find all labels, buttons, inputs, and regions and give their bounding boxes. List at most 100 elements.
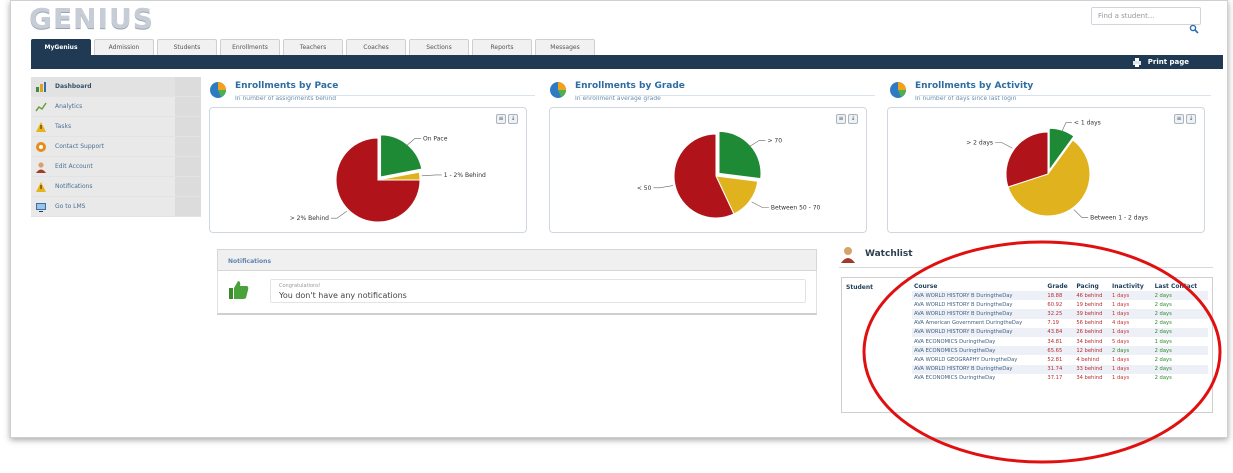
watchlist-table: Course Grade Pacing Inactivity Last Cont… (912, 282, 1208, 383)
column-header-inactivity[interactable]: Inactivity (1112, 283, 1144, 290)
sidebar-item-go-to-lms[interactable]: Go to LMS (31, 197, 201, 217)
sidebar-item-label: Edit Account (55, 163, 93, 170)
sidebar-item-notifications[interactable]: Notifications (31, 177, 201, 197)
pacing-cell: 46 behind (1074, 291, 1111, 301)
notifications-title: Notifications (217, 249, 817, 271)
course-cell[interactable]: AVA WORLD HISTORY B DuringtheDay (912, 309, 1046, 319)
grade-chart-subtitle: In enrollment average grade (575, 95, 661, 102)
grade-cell: 37.17 (1047, 375, 1063, 382)
table-row[interactable]: AVA ECONOMICS DuringtheDay 34.81 34 behi… (912, 337, 1208, 346)
pie-label-70: > 70 (768, 137, 783, 144)
last-contact-cell: 2 days (1152, 364, 1208, 374)
activity-chart-subtitle: In number of days since last login (915, 95, 1017, 102)
sidebar-item-label: Go to LMS (55, 203, 86, 210)
download-chart-icon[interactable]: ↓ (508, 114, 518, 124)
inactivity-cell: 1 days (1112, 301, 1130, 308)
grade-chart: ≡ ↓ > 70 Between 50 - 70 < 50 (549, 107, 867, 233)
table-row[interactable]: AVA American Government DuringtheDay 7.1… (912, 319, 1208, 328)
tab-admission[interactable]: Admission (94, 39, 154, 55)
course-cell[interactable]: AVA ECONOMICS DuringtheDay (914, 338, 996, 345)
support-icon (36, 141, 46, 152)
pie-slice-2-behind[interactable] (335, 137, 421, 223)
notification-message: You don't have any notifications (279, 291, 407, 300)
grade-chart-title: Enrollments by Grade (575, 81, 685, 91)
table-row[interactable]: AVA WORLD HISTORY B DuringtheDay 31.74 3… (912, 364, 1208, 374)
sidebar-item-edit-account[interactable]: Edit Account (31, 157, 201, 177)
search-icon[interactable] (1189, 24, 1199, 34)
course-cell[interactable]: AVA WORLD HISTORY B DuringtheDay (914, 301, 1013, 308)
navigation-bar: Print page (31, 55, 1223, 69)
pie-connector (1061, 122, 1072, 133)
student-search-input[interactable]: Find a student... (1091, 7, 1201, 25)
tab-coaches[interactable]: Coaches (346, 39, 406, 55)
sidebar-column-divider (175, 157, 201, 176)
course-cell[interactable]: AVA WORLD HISTORY B DuringtheDay (912, 364, 1046, 374)
inactivity-cell: 1 days (1110, 327, 1153, 337)
table-row[interactable]: AVA WORLD HISTORY B DuringtheDay 18.88 4… (912, 291, 1208, 301)
course-cell[interactable]: AVA ECONOMICS DuringtheDay (914, 375, 996, 382)
column-header-pacing[interactable]: Pacing (1076, 283, 1099, 290)
pie-connector (405, 138, 421, 147)
grade-cell: 34.81 (1047, 338, 1063, 345)
column-header-last-contact[interactable]: Last Contact (1154, 283, 1198, 290)
pie-label-2-behind: > 2% Behind (290, 215, 329, 222)
pacing-cell: 26 behind (1074, 327, 1111, 337)
pie-connector (995, 141, 1013, 149)
sidebar-column-divider (175, 97, 201, 116)
table-row[interactable]: AVA WORLD HISTORY B DuringtheDay 60.92 1… (912, 300, 1208, 309)
print-chart-icon[interactable]: ≡ (496, 114, 506, 124)
pie-connector (330, 210, 348, 219)
sidebar-item-contact-support[interactable]: Contact Support (31, 137, 201, 157)
sidebar-item-label: Analytics (55, 103, 83, 110)
sidebar-item-analytics[interactable]: Analytics (31, 97, 201, 117)
divider (579, 95, 875, 96)
watchlist-header: Watchlist (839, 245, 913, 263)
tab-enrollments[interactable]: Enrollments (220, 39, 280, 55)
divider (919, 95, 1211, 96)
download-chart-icon[interactable]: ↓ (848, 114, 858, 124)
column-header-grade[interactable]: Grade (1047, 283, 1068, 290)
dashboard-icon (36, 81, 46, 92)
tab-students[interactable]: Students (157, 39, 217, 55)
course-cell[interactable]: AVA WORLD GEOGRAPHY DuringtheDay (914, 356, 1018, 363)
table-row[interactable]: AVA WORLD HISTORY B DuringtheDay 32.25 3… (912, 309, 1208, 319)
tab-mygenius[interactable]: MyGenius (31, 39, 91, 55)
sidebar-item-label: Tasks (55, 123, 72, 130)
notification-heading: Congratulations! (279, 283, 321, 289)
course-cell[interactable]: AVA American Government DuringtheDay (914, 320, 1023, 327)
inactivity-cell: 1 days (1110, 309, 1153, 319)
pie-slice-50[interactable] (673, 133, 735, 219)
pie-slice-2-days[interactable] (1005, 131, 1049, 188)
pie-connector (421, 174, 442, 177)
print-chart-icon[interactable]: ≡ (836, 114, 846, 124)
sidebar-item-dashboard[interactable]: Dashboard (31, 77, 201, 97)
inactivity-cell: 1 days (1110, 291, 1153, 301)
print-page-button[interactable]: Print page (1132, 55, 1189, 69)
course-cell[interactable]: AVA ECONOMICS DuringtheDay (912, 346, 1046, 356)
tab-reports[interactable]: Reports (472, 39, 532, 55)
tab-sections[interactable]: Sections (409, 39, 469, 55)
pace-chart-header: Enrollments by Pace In number of assignm… (209, 81, 338, 102)
pie-slice-on-pace[interactable] (380, 134, 423, 178)
table-row[interactable]: AVA ECONOMICS DuringtheDay 65.65 12 behi… (912, 346, 1208, 356)
course-cell[interactable]: AVA WORLD HISTORY B DuringtheDay (912, 291, 1046, 301)
sidebar-item-tasks[interactable]: Tasks (31, 117, 201, 137)
table-row[interactable]: AVA ECONOMICS DuringtheDay 37.17 34 behi… (912, 374, 1208, 383)
last-contact-cell: 2 days (1152, 327, 1208, 337)
grade-cell: 7.19 (1047, 320, 1059, 327)
pie-slice-70[interactable] (718, 130, 762, 180)
tab-messages[interactable]: Messages (535, 39, 595, 55)
print-chart-icon[interactable]: ≡ (1174, 114, 1184, 124)
sidebar-column-divider (175, 177, 201, 196)
sidebar: Dashboard Analytics Tasks Contact Suppor… (31, 77, 201, 217)
tab-teachers[interactable]: Teachers (283, 39, 343, 55)
download-chart-icon[interactable]: ↓ (1186, 114, 1196, 124)
table-row[interactable]: AVA WORLD GEOGRAPHY DuringtheDay 52.81 4… (912, 355, 1208, 364)
sidebar-column-divider (175, 117, 201, 136)
pie-slice-between-1-2-days[interactable] (1007, 139, 1091, 217)
pace-chart: ≡ ↓ On Pace 1 - 2% Behind > 2% Behind (209, 107, 527, 233)
table-row[interactable]: AVA WORLD HISTORY B DuringtheDay 43.84 2… (912, 327, 1208, 337)
column-header-course[interactable]: Course (914, 283, 938, 290)
notification-message-box: Congratulations! You don't have any noti… (270, 279, 806, 303)
course-cell[interactable]: AVA WORLD HISTORY B DuringtheDay (912, 327, 1046, 337)
